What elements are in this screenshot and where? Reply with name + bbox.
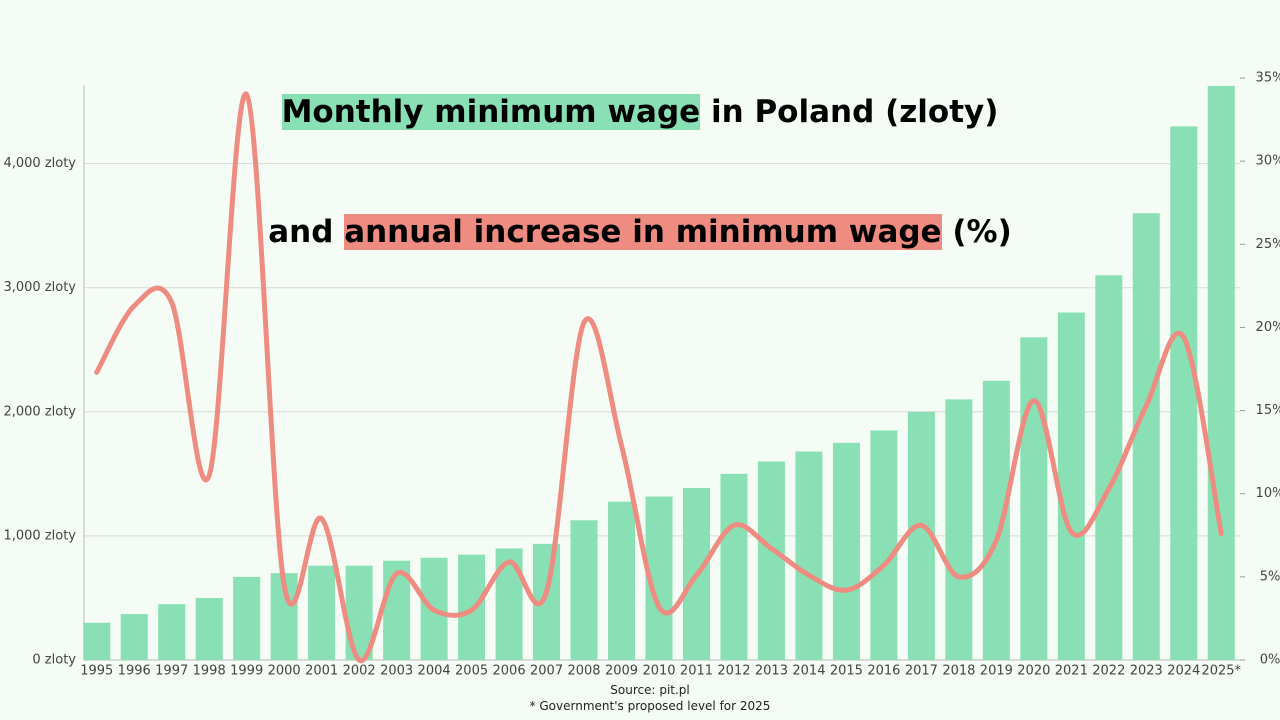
bar <box>795 451 823 660</box>
bar <box>570 520 598 660</box>
y2-tick-label: 30% <box>1256 154 1280 169</box>
bar <box>945 399 973 660</box>
bar <box>1207 85 1235 660</box>
title-part: (%) <box>941 214 1012 250</box>
title-line: Monthly minimum wage in Poland (zloty) <box>0 92 1280 132</box>
x-tick-label: 2014 <box>792 664 825 679</box>
title-line: and annual increase in minimum wage (%) <box>0 212 1280 252</box>
x-tick-label: 2011 <box>680 664 713 679</box>
bar <box>832 442 860 660</box>
y2-tick-label: 25% <box>1256 237 1280 252</box>
x-tick-label: 2002 <box>343 664 376 679</box>
x-tick-label: 1996 <box>118 664 151 679</box>
x-tick-label: 1997 <box>155 664 188 679</box>
title-part: annual increase in minimum wage <box>344 214 942 250</box>
x-tick-label: 2022 <box>1092 664 1125 679</box>
x-tick-label: 2007 <box>530 664 563 679</box>
x-tick-label: 1998 <box>193 664 226 679</box>
x-tick-label: 2009 <box>605 664 638 679</box>
title-part: Monthly minimum wage <box>281 94 701 130</box>
x-tick-label: 1999 <box>230 664 263 679</box>
y2-tick-label: 35% <box>1256 71 1280 86</box>
chart-title: Monthly minimum wage in Poland (zloty) a… <box>0 12 1280 292</box>
y-tick-label: 2,000 zloty <box>3 404 76 419</box>
x-tick-label: 2024 <box>1167 664 1200 679</box>
bar <box>195 597 223 660</box>
y-tick-label: 0 zloty <box>32 653 76 668</box>
x-tick-label: 2006 <box>493 664 526 679</box>
note: * Government's proposed level for 2025 <box>529 699 771 713</box>
x-tick-label: 2017 <box>905 664 938 679</box>
x-tick-label: 2005 <box>455 664 488 679</box>
bar <box>1020 337 1048 660</box>
x-tick-label: 2004 <box>418 664 451 679</box>
y-tick-label: 3,000 zloty <box>3 280 76 295</box>
x-tick-label: 2008 <box>567 664 600 679</box>
title-part: in Poland (zloty) <box>700 94 999 130</box>
bar <box>495 548 523 660</box>
bar <box>720 473 748 660</box>
bar <box>982 380 1010 660</box>
bar <box>120 614 148 660</box>
bar <box>1170 126 1198 660</box>
x-tick-label: 2021 <box>1055 664 1088 679</box>
x-tick-label: 2013 <box>755 664 788 679</box>
x-tick-label: 2023 <box>1130 664 1163 679</box>
bar <box>83 622 111 660</box>
y2-tick-label: 20% <box>1256 320 1280 335</box>
y2-tick-label: 0% <box>1260 653 1280 668</box>
title-part: and <box>268 214 345 250</box>
x-tick-label: 2000 <box>268 664 301 679</box>
bar <box>1057 312 1085 660</box>
bar <box>308 565 336 660</box>
y-tick-label: 4,000 zloty <box>3 156 76 171</box>
x-tick-label: 2003 <box>380 664 413 679</box>
x-tick-label: 2015 <box>830 664 863 679</box>
x-tick-label: 2012 <box>717 664 750 679</box>
bar <box>870 430 898 660</box>
bar <box>757 461 785 660</box>
x-tick-label: 2010 <box>642 664 675 679</box>
bar <box>233 576 261 660</box>
x-tick-label: 2001 <box>305 664 338 679</box>
y2-tick-label: 15% <box>1256 403 1280 418</box>
x-tick-label: 2018 <box>942 664 975 679</box>
y2-tick-label: 5% <box>1260 569 1280 584</box>
source: Source: pit.pl <box>610 683 690 697</box>
x-tick-label: 2016 <box>867 664 900 679</box>
x-tick-label: 2025* <box>1201 664 1241 679</box>
y2-tick-label: 10% <box>1256 486 1280 501</box>
bar <box>608 501 636 660</box>
y-tick-label: 1,000 zloty <box>3 528 76 543</box>
x-tick-label: 1995 <box>80 664 113 679</box>
line <box>94 92 1224 663</box>
bar <box>1132 213 1160 660</box>
bar <box>158 604 186 660</box>
x-tick-label: 2019 <box>980 664 1013 679</box>
x-tick-label: 2020 <box>1017 664 1050 679</box>
